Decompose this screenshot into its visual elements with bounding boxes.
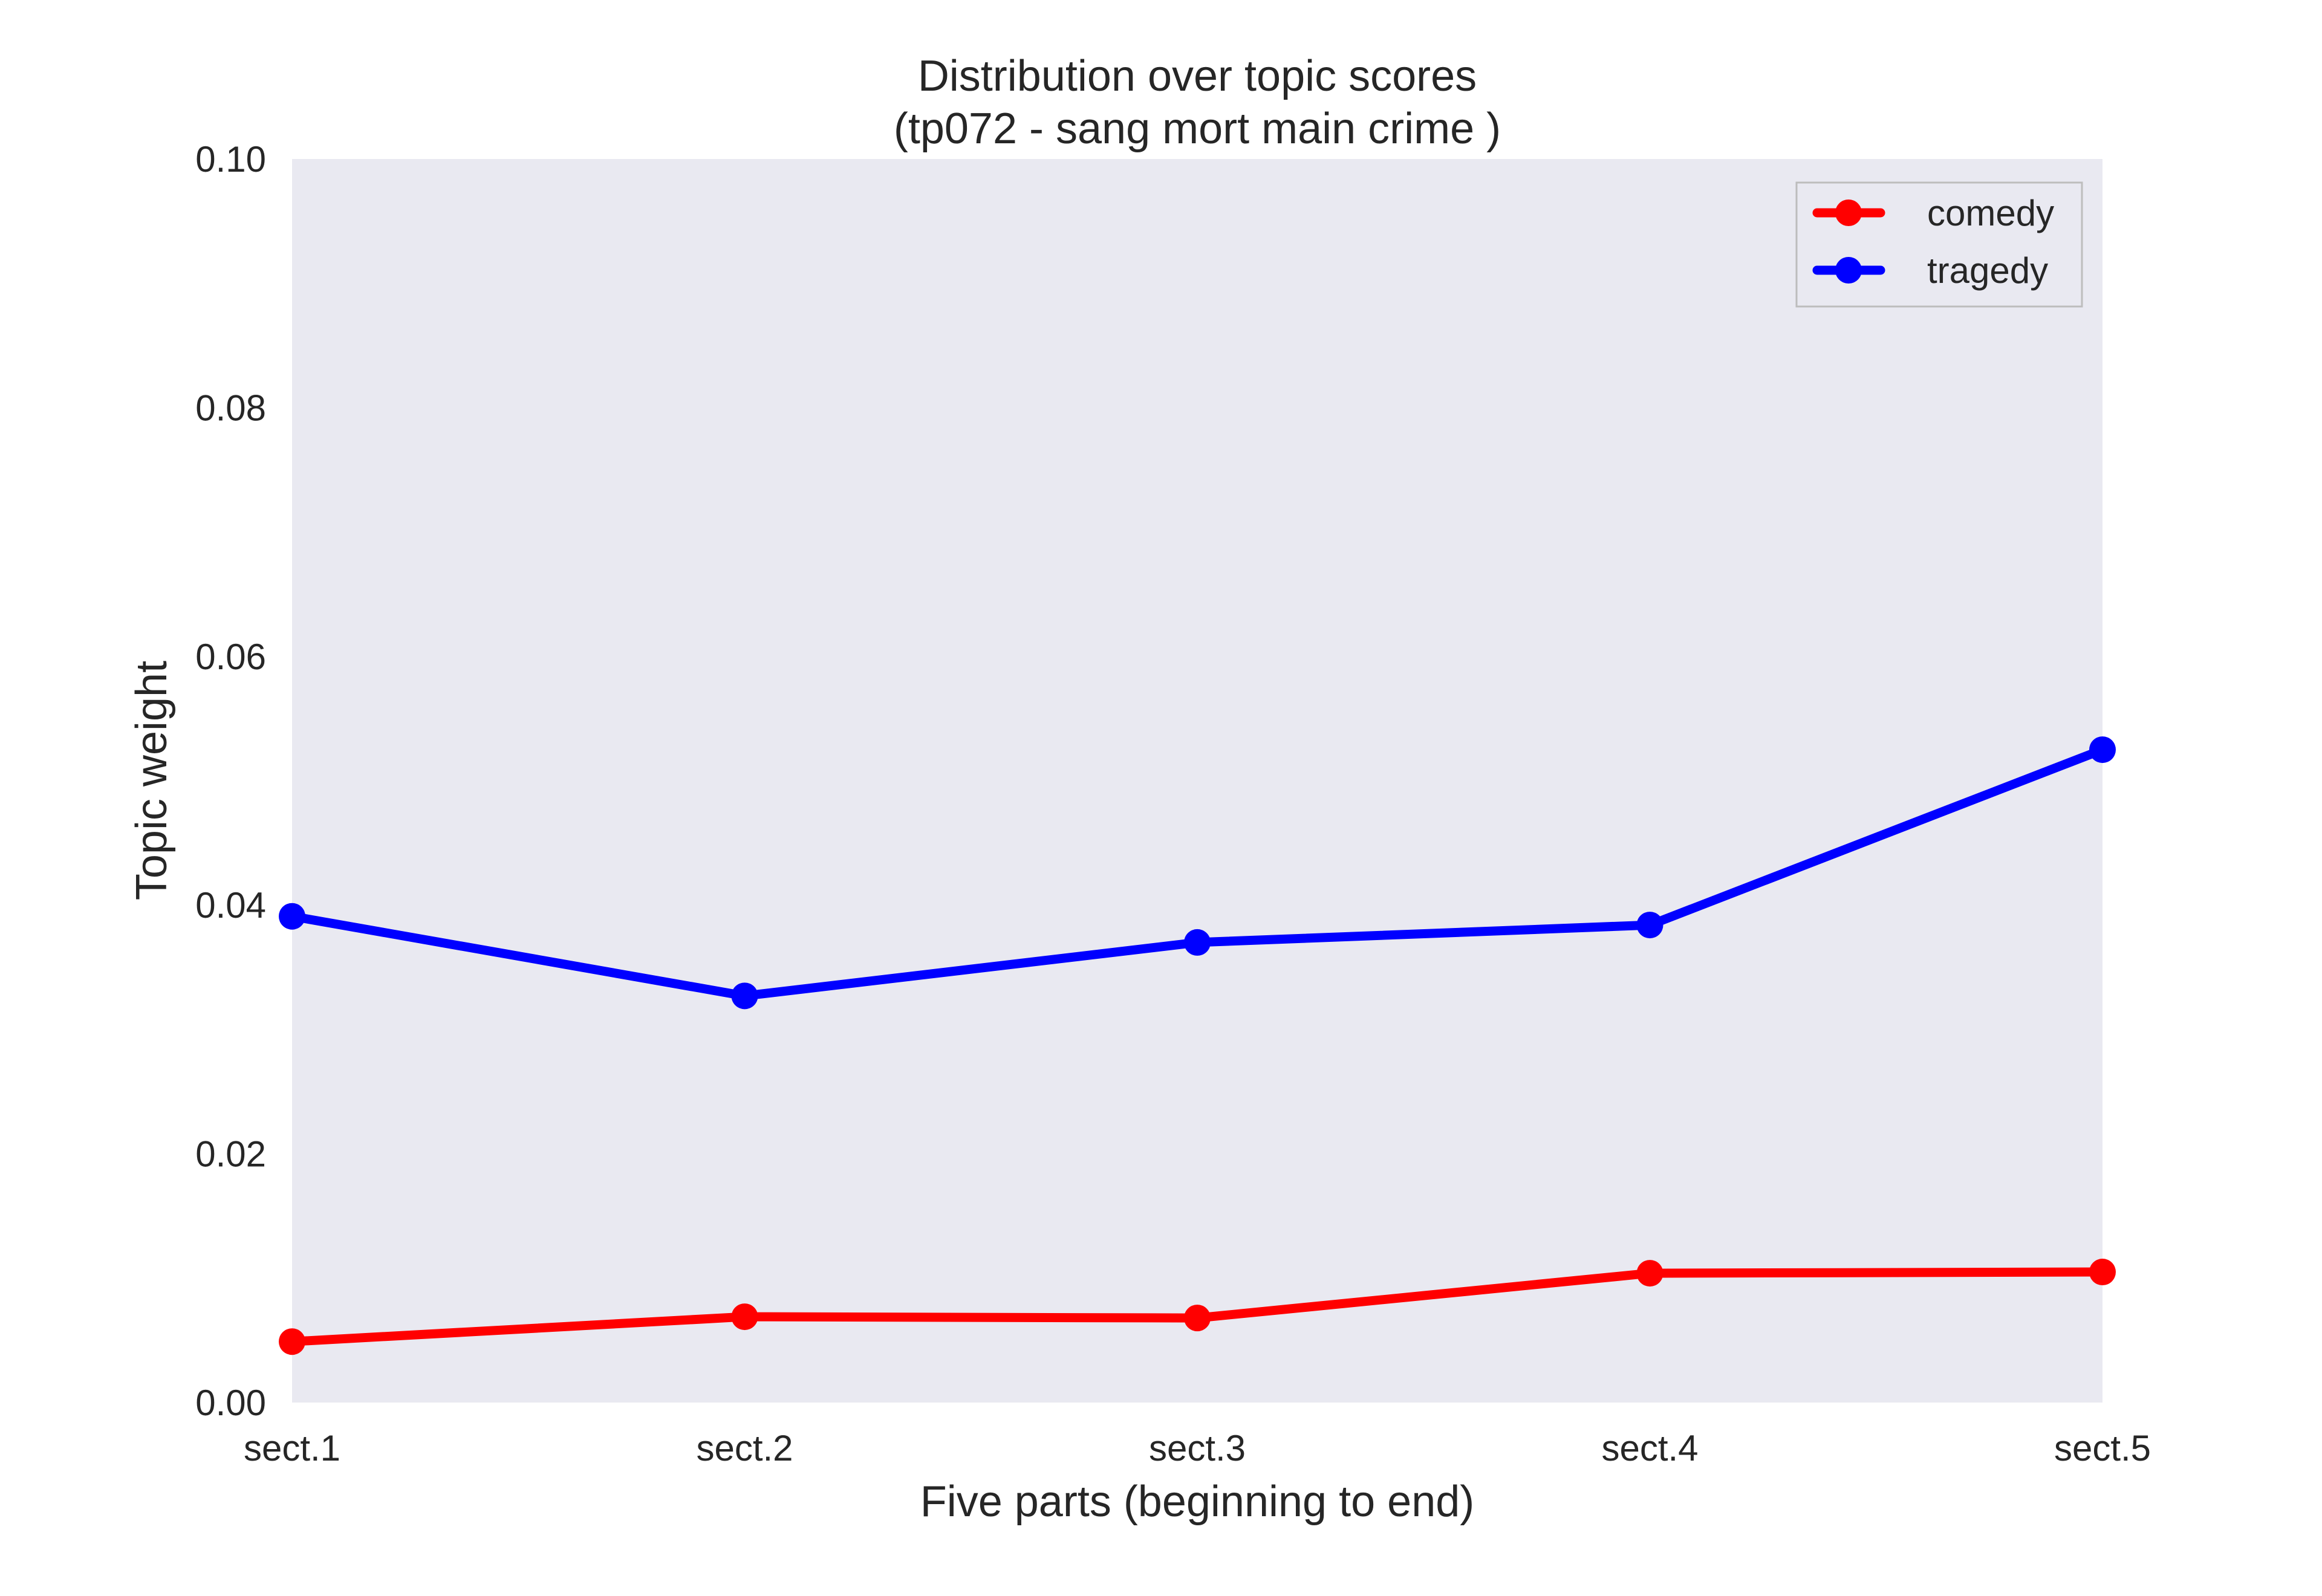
chart-title: Distribution over topic scores [918, 52, 1477, 100]
x-tick-label: sect.2 [696, 1428, 793, 1468]
x-tick-label: sect.1 [244, 1428, 340, 1468]
data-point [731, 1303, 758, 1331]
x-tick-label: sect.4 [1601, 1428, 1698, 1468]
data-point [1636, 912, 1663, 939]
chart-subtitle: (tp072 - sang mort main crime ) [894, 105, 1501, 153]
legend-label: tragedy [1927, 250, 2048, 291]
y-tick-label: 0.06 [195, 637, 266, 677]
series-tragedy [279, 736, 2116, 1010]
x-tick-label: sect.5 [2054, 1428, 2151, 1468]
y-tick-label: 0.02 [195, 1134, 266, 1175]
data-point [1184, 1305, 1211, 1332]
legend: comedy tragedy [1795, 181, 2083, 308]
legend-item-comedy: comedy [1812, 193, 2054, 233]
y-tick-label: 0.04 [195, 885, 266, 926]
data-point [279, 903, 305, 930]
series-comedy [279, 1259, 2116, 1355]
data-point [1184, 929, 1211, 956]
x-axis-ticks: sect.1 sect.2 sect.3 sect.4 sect.5 [244, 1428, 2151, 1468]
y-tick-label: 0.08 [195, 388, 266, 428]
series-layer [279, 736, 2116, 1355]
legend-label: comedy [1927, 193, 2054, 233]
y-axis-label: Topic weight [128, 661, 176, 900]
x-axis-label: Five parts (beginning to end) [920, 1478, 1475, 1526]
data-point [731, 982, 758, 1010]
plot-background [292, 159, 2102, 1403]
y-axis-ticks: 0.00 0.02 0.04 0.06 0.08 0.10 [195, 139, 266, 1423]
data-point [279, 1328, 305, 1355]
data-point [2089, 736, 2116, 764]
y-tick-label: 0.00 [195, 1383, 266, 1423]
x-tick-label: sect.3 [1149, 1428, 1246, 1468]
data-point [2089, 1259, 2116, 1286]
data-point [1636, 1260, 1663, 1287]
legend-marker [1835, 199, 1862, 226]
legend-item-tragedy: tragedy [1812, 250, 2048, 291]
y-tick-label: 0.10 [195, 139, 266, 180]
legend-marker [1835, 257, 1862, 284]
